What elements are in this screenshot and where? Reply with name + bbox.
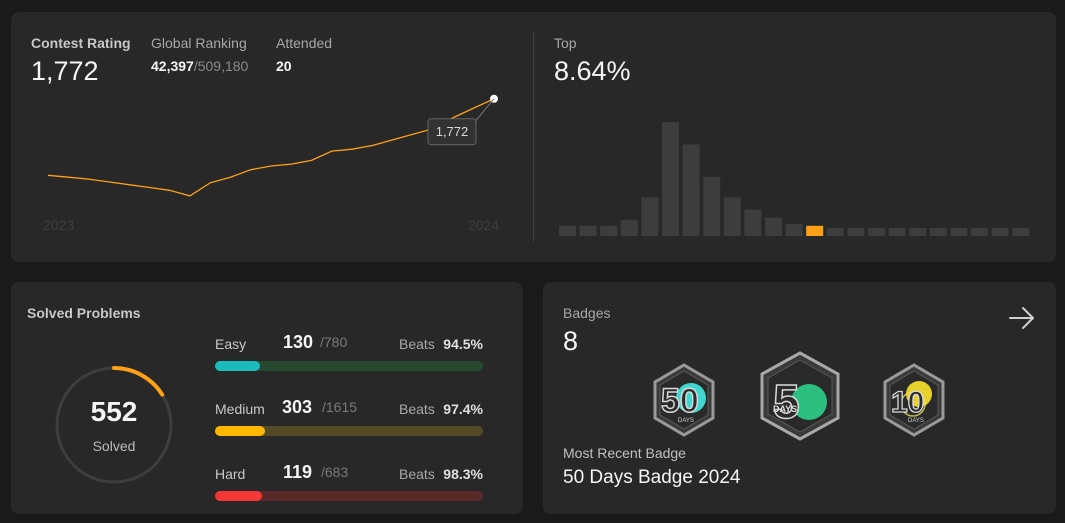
histogram-bar[interactable] [765,217,782,236]
histogram-bar[interactable] [620,219,638,236]
difficulty-total: /780 [320,334,348,350]
x-axis-label: 2024 [468,217,499,233]
difficulty-row-medium[interactable]: Medium 303 /1615 Beats 97.4% [215,387,483,436]
badge-sub-text: DAYS [678,418,694,424]
histogram-bar[interactable] [579,225,597,236]
difficulty-name: Medium [215,401,265,417]
50-days-badge-2024-icon[interactable]: 5 DAYS [757,350,843,442]
histogram-bar[interactable] [723,197,741,236]
badge-sub-text: DAYS [908,418,924,424]
50-days-badge-icon[interactable]: 50 DAYS [651,362,717,438]
beats-label: Beats [399,401,435,417]
global-ranking-label: Global Ranking [151,35,247,51]
global-ranking-total: /509,180 [193,58,249,74]
histogram-bar[interactable] [847,227,865,236]
histogram-bar[interactable] [991,227,1009,236]
difficulty-total: /1615 [322,399,358,415]
histogram-bar[interactable] [641,197,659,236]
most-recent-badge-label: Most Recent Badge [563,445,686,461]
top-percentage-value: 8.64% [554,56,631,86]
histogram-bar[interactable] [950,227,968,236]
tooltip-connector [473,98,495,124]
progress-bar-track [215,491,483,501]
histogram-bar[interactable] [888,227,906,236]
beats-label: Beats [399,336,435,352]
progress-bar-track [215,426,483,436]
solved-total-label: Solved [92,438,136,454]
histogram-bar[interactable] [703,177,721,236]
difficulty-name: Easy [215,336,247,352]
difficulty-row-easy[interactable]: Easy 130 /780 Beats 94.5% [215,322,483,371]
rating-line-series [47,98,495,197]
solved-total: 552 [90,396,138,427]
badge-digit-text: 5 [773,376,800,429]
beats-label: Beats [399,466,435,482]
histogram-bar[interactable] [785,223,803,236]
badge-digit-text: 10 [891,386,924,419]
histogram-bar[interactable] [600,225,618,236]
view-all-badges-button[interactable] [1005,302,1039,334]
global-ranking-value: 42,397 [151,58,194,74]
beats-value: 98.3% [443,466,483,482]
histogram-bar[interactable] [662,122,679,236]
difficulty-count: 130 [283,332,314,352]
histogram-bar[interactable] [682,144,700,236]
contest-rating-card: 1,772 2023 2024 Contest Rating 1,772 Globa… [11,12,1056,262]
solved-progress-ring[interactable]: 552 Solved [53,364,175,486]
contest-rating-label: Contest Rating [31,35,131,51]
rating-distribution-histogram[interactable] [551,102,1031,238]
histogram-bar[interactable] [929,227,947,236]
difficulty-count: 119 [283,462,313,482]
progress-bar-fill [215,426,266,436]
histogram-bar[interactable] [559,225,576,236]
badges-count: 8 [563,326,579,356]
card-divider [533,32,534,242]
rating-tooltip [427,118,477,146]
histogram-bar[interactable] [868,227,885,236]
solved-problems-title: Solved Problems [27,305,141,321]
badges-card: Badges 8 50 DAYS 5 DAYS 10 DAYS Most Rec… [543,282,1056,514]
badge-sub-text: DAYS [773,404,797,414]
solved-problems-card: Solved Problems 552 Solved Easy 130 /780… [11,282,523,514]
histogram-bar[interactable] [971,227,988,236]
progress-bar-fill [215,361,260,371]
histogram-bar-current[interactable] [806,225,824,236]
histogram-bar[interactable] [1012,227,1030,236]
beats-value: 94.5% [443,336,483,352]
solved-ring-graphic [55,366,173,484]
top-label: Top [554,35,577,51]
difficulty-row-hard[interactable]: Hard 119 /683 Beats 98.3% [215,452,483,501]
progress-bar-track [215,361,483,371]
100-days-badge-icon[interactable]: 10 DAYS [881,362,947,438]
difficulty-count: 303 [282,397,313,417]
arrow-right-icon [1009,307,1034,329]
x-axis-label: 2023 [43,217,74,233]
beats-value: 97.4% [443,401,483,417]
difficulty-name: Hard [215,466,246,482]
most-recent-badge-name: 50 Days Badge 2024 [563,467,741,488]
badge-digit-text: 50 [661,382,699,420]
histogram-bar[interactable] [826,227,844,236]
progress-bar-fill [215,491,262,501]
difficulty-total: /683 [321,464,349,480]
attended-label: Attended [276,35,333,51]
global-ranking: 42,397/509,180 [151,58,248,74]
histogram-bar[interactable] [909,227,927,236]
histogram-bar[interactable] [744,209,762,236]
badges-title: Badges [563,305,611,321]
rating-tooltip-text: 1,772 [436,124,469,139]
attended-value: 20 [276,58,292,74]
ring-progress-arc [55,366,173,484]
contest-rating-value: 1,772 [31,56,99,86]
contest-rating-chart[interactable]: 1,772 2023 2024 [11,12,533,262]
